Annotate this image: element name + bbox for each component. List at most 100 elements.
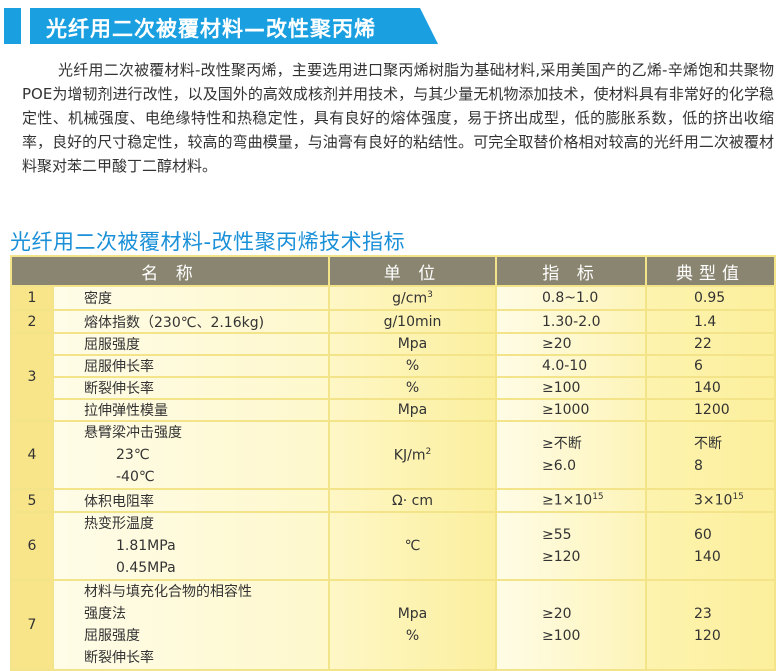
property-name: 屈服强度 (52, 332, 330, 356)
typical-value: 不断 8 (645, 420, 776, 490)
typical-line: 60 (694, 527, 712, 543)
property-name: 熔体指数（230℃、2.16kg) (52, 309, 330, 334)
name-line: 悬臂梁冲击强度 (84, 425, 182, 441)
name-line: 0.45MPa (116, 560, 176, 576)
unit: g/10min (328, 309, 497, 334)
unit-text: KJ/m (393, 447, 426, 464)
property-name: 热变形温度 1.81MPa 0.45MPa (52, 511, 330, 581)
property-name: 断裂伸长率 (52, 376, 330, 400)
row-number: 5 (10, 488, 54, 513)
index-line: ≥不断 (542, 436, 582, 452)
index-value: ≥1×1015 (495, 488, 647, 513)
property-name: 屈服伸长率 (52, 354, 330, 378)
typical-value: 22 (645, 332, 776, 356)
index-value: ≥55 ≥120 (495, 511, 647, 581)
index-value: ≥20 ≥100 (495, 579, 647, 671)
row-number: 4 (10, 420, 54, 490)
spec-table: 名 称 单 位 指 标 典型值 1 密度 g/cm3 0.8~1.0 0.95 … (10, 255, 776, 671)
typical-line: 120 (694, 628, 721, 644)
typical-line: 140 (694, 549, 721, 565)
table-row: 6 热变形温度 1.81MPa 0.45MPa ℃ ≥55 ≥120 60 140 (10, 511, 776, 581)
table-subrow: 屈服伸长率 % 4.0-10 6 (11, 354, 776, 378)
index-value: 1.30-2.0 (495, 309, 647, 334)
table-subrow: 断裂伸长率 % ≥100 140 (11, 376, 776, 400)
typical-value: 1.4 (645, 309, 776, 334)
header-index: 指 标 (495, 255, 647, 287)
typical-value: 60 140 (645, 511, 776, 581)
header-unit: 单 位 (328, 255, 497, 287)
unit-text: g/cm (392, 290, 428, 307)
table-row: 7 材料与填充化合物的相容性 强度法 屈服强度 断裂伸长率 Mpa% ≥20 ≥100 … (10, 579, 776, 671)
index-value: 0.8~1.0 (495, 285, 647, 311)
index-line: ≥20 (542, 606, 572, 622)
name-line: -40℃ (116, 469, 155, 485)
typical-value: 0.95 (645, 285, 776, 311)
unit-sup: 2 (425, 446, 432, 457)
unit: Ω· cm (328, 488, 497, 513)
unit: % (328, 376, 497, 400)
header-name: 名 称 (10, 255, 330, 287)
typical-sup: 15 (732, 492, 744, 503)
property-name: 悬臂梁冲击强度 23℃ -40℃ (52, 420, 330, 490)
typical-line: 不断 (694, 436, 722, 452)
typical-line: 23 (694, 606, 712, 622)
row-number: 6 (10, 511, 54, 581)
unit: g/cm3 (328, 285, 497, 311)
table-row: 4 悬臂梁冲击强度 23℃ -40℃ KJ/m2 ≥不断 ≥6.0 不断 8 (10, 420, 776, 490)
unit-line: % (405, 628, 420, 644)
table-subrow: 拉伸弹性模量 Mpa ≥1000 1200 (11, 398, 776, 422)
index-sup: 15 (592, 492, 604, 503)
table-row: 5 体积电阻率 Ω· cm ≥1×1015 3×1015 (10, 488, 776, 513)
property-name: 材料与填充化合物的相容性 强度法屈服强度断裂伸长率 (52, 579, 330, 671)
banner-tab (4, 8, 21, 44)
banner-title: 光纤用二次被覆材料—改性聚丙烯 (46, 17, 376, 41)
table-header: 名 称 单 位 指 标 典型值 (10, 255, 776, 287)
index-text: ≥1×10 (542, 492, 593, 509)
row-number: 3 (10, 332, 54, 422)
typical-value: 6 (645, 354, 776, 378)
table-row: 3 屈服强度 Mpa ≥20 22 (10, 332, 776, 422)
table-row: 1 密度 g/cm3 0.8~1.0 0.95 (10, 285, 776, 311)
index-line: ≥55 (542, 527, 572, 543)
index-value: ≥不断 ≥6.0 (495, 420, 647, 490)
property-name: 体积电阻率 (52, 488, 330, 513)
typical-value: 23 120 (645, 579, 776, 671)
intro-paragraph: 光纤用二次被覆材料-改性聚丙烯，主要选用进口聚丙烯树脂为基础材料,采用美国产的乙… (22, 61, 774, 175)
table-row: 2 熔体指数（230℃、2.16kg) g/10min 1.30-2.0 1.4 (10, 309, 776, 334)
name-line: 热变形温度 (84, 516, 154, 532)
index-line: ≥100 (542, 628, 581, 644)
row-number: 7 (10, 579, 54, 671)
name-line: 1.81MPa (116, 538, 176, 554)
title-banner: 光纤用二次被覆材料—改性聚丙烯 (30, 8, 438, 44)
name-line: 断裂伸长率 (84, 650, 154, 666)
index-value: ≥100 (495, 376, 647, 400)
typical-line: 8 (694, 458, 703, 474)
index-value: 4.0-10 (495, 354, 647, 378)
index-line: ≥120 (542, 549, 581, 565)
row-number: 2 (10, 309, 54, 334)
unit: KJ/m2 (328, 420, 497, 490)
name-line: 强度法 (84, 606, 126, 622)
index-value: ≥1000 (495, 398, 647, 422)
row-number: 1 (10, 285, 54, 311)
property-name: 拉伸弹性模量 (52, 398, 330, 422)
unit-sup: 3 (427, 289, 433, 300)
name-line: 屈服强度 (84, 628, 140, 644)
unit: Mpa (328, 332, 497, 356)
unit-line: Mpa (397, 606, 428, 622)
name-line: 材料与填充化合物的相容性 (84, 584, 252, 600)
name-line: 23℃ (116, 447, 150, 463)
section-title: 光纤用二次被覆材料-改性聚丙烯技术指标 (10, 230, 406, 254)
unit: % (328, 354, 497, 378)
unit: ℃ (328, 511, 497, 581)
index-line: ≥6.0 (542, 458, 576, 474)
property-name: 密度 (52, 285, 330, 311)
typical-value: 3×1015 (645, 488, 776, 513)
unit: Mpa (328, 398, 497, 422)
index-value: ≥20 (495, 332, 647, 356)
typical-value: 1200 (645, 398, 776, 422)
unit: Mpa% (328, 579, 497, 671)
typical-text: 3×10 (694, 492, 733, 509)
header-typical: 典型值 (645, 255, 776, 287)
typical-value: 140 (645, 376, 776, 400)
